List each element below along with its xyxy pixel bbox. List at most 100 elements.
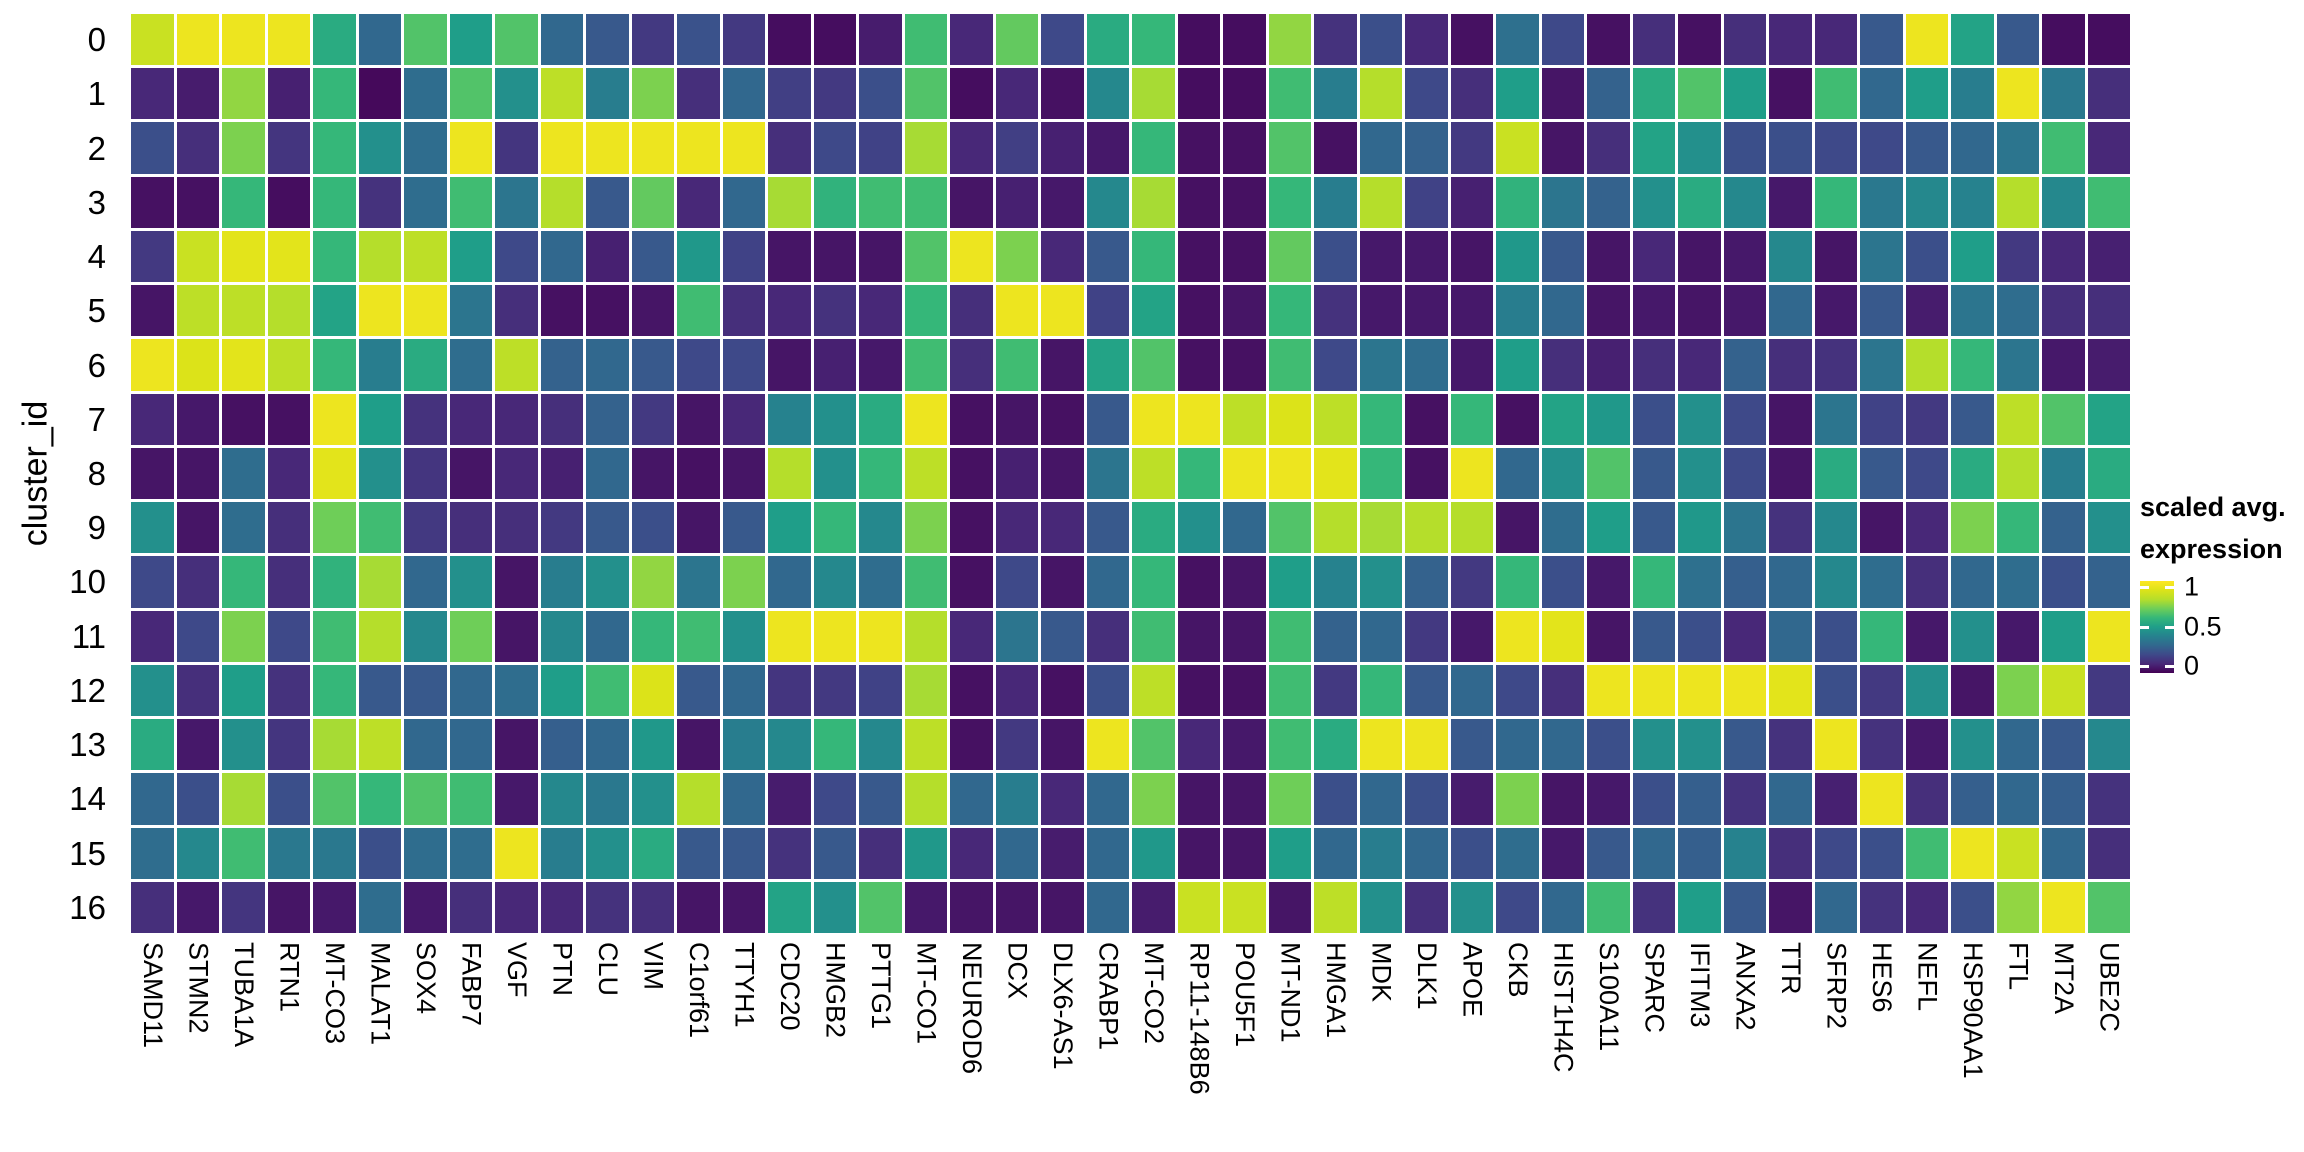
heatmap-cell <box>1086 502 1129 554</box>
heatmap-cell <box>1723 230 1766 283</box>
x-tick-label-wrap: DLK1 <box>1405 942 1448 1142</box>
x-tick-label-wrap: CDC20 <box>768 942 811 1142</box>
heatmap-cell <box>995 339 1038 391</box>
heatmap-cell <box>1814 68 1857 120</box>
heatmap-cell <box>358 773 401 825</box>
heatmap-cell <box>1814 14 1857 66</box>
heatmap-cell <box>1860 230 1903 283</box>
heatmap-cell <box>1086 556 1129 608</box>
heatmap-cell <box>495 773 538 825</box>
heatmap-cell <box>1905 393 1948 445</box>
heatmap-cell <box>1996 339 2039 391</box>
heatmap-cell <box>1314 122 1357 174</box>
x-tick-label: DLK1 <box>1412 942 1443 1010</box>
heatmap-cell <box>1905 230 1948 283</box>
heatmap-cell <box>995 556 1038 608</box>
heatmap-cell <box>267 773 310 825</box>
heatmap-cell <box>495 556 538 608</box>
x-tick-label: VIM <box>638 942 669 991</box>
heatmap-cell <box>1723 447 1766 500</box>
heatmap-cell <box>813 14 856 66</box>
heatmap-cell <box>904 881 947 933</box>
heatmap-cell <box>1496 556 1539 608</box>
heatmap-cell <box>1587 719 1630 771</box>
x-tick-label-wrap: NEUROD6 <box>950 942 993 1142</box>
heatmap-cell <box>859 881 902 933</box>
heatmap-cell <box>1268 664 1311 717</box>
heatmap-cell <box>1678 447 1721 500</box>
heatmap-cell <box>995 827 1038 879</box>
heatmap-cell <box>358 393 401 445</box>
heatmap-cell <box>950 122 993 174</box>
heatmap-cell <box>131 664 174 717</box>
x-tick-label: S100A11 <box>1594 942 1625 1052</box>
heatmap-cell <box>859 664 902 717</box>
heatmap-cell <box>131 610 174 662</box>
heatmap-cell <box>677 664 720 717</box>
heatmap-cell <box>313 68 356 120</box>
heatmap-cell <box>1132 610 1175 662</box>
heatmap-cell <box>1405 773 1448 825</box>
heatmap-cell <box>1132 339 1175 391</box>
heatmap-cell <box>1405 122 1448 174</box>
heatmap-cell <box>1905 881 1948 933</box>
heatmap-cell <box>449 393 492 445</box>
heatmap-cell <box>404 881 447 933</box>
heatmap-cell <box>722 176 765 228</box>
heatmap-grid <box>131 14 2130 933</box>
heatmap-cell <box>1951 447 1994 500</box>
heatmap-cell <box>131 230 174 283</box>
heatmap-cell <box>1769 393 1812 445</box>
heatmap-cell <box>1587 339 1630 391</box>
heatmap-cell <box>1541 827 1584 879</box>
heatmap-cell <box>2042 176 2085 228</box>
heatmap-cell <box>631 230 674 283</box>
x-tick-label-wrap: CRABP1 <box>1087 942 1130 1142</box>
heatmap-cell <box>1177 68 1220 120</box>
x-tick-label: TTR <box>1776 942 1807 995</box>
x-tick-label: HIST1H4C <box>1548 942 1579 1073</box>
heatmap-cell <box>358 719 401 771</box>
heatmap-cell <box>631 68 674 120</box>
x-tick-label: HES6 <box>1867 942 1898 1013</box>
heatmap-cell <box>631 773 674 825</box>
heatmap-cell <box>267 14 310 66</box>
heatmap-cell <box>813 881 856 933</box>
heatmap-cell <box>995 502 1038 554</box>
heatmap-cell <box>1496 14 1539 66</box>
heatmap-cell <box>495 664 538 717</box>
heatmap-cell <box>1359 719 1402 771</box>
heatmap-cell <box>1223 68 1266 120</box>
heatmap-cell <box>176 719 219 771</box>
heatmap-cell <box>222 68 265 120</box>
heatmap-cell <box>1405 502 1448 554</box>
heatmap-cell <box>1723 502 1766 554</box>
heatmap-cell <box>2042 773 2085 825</box>
heatmap-cell <box>540 773 583 825</box>
heatmap-cell <box>677 122 720 174</box>
heatmap-cell <box>2042 68 2085 120</box>
heatmap-cell <box>677 719 720 771</box>
heatmap-cell <box>1405 610 1448 662</box>
x-tick-label-wrap: PTTG1 <box>859 942 902 1142</box>
heatmap-cell <box>2087 447 2130 500</box>
x-tick-label-wrap: CLU <box>586 942 629 1142</box>
heatmap-cell <box>1268 556 1311 608</box>
heatmap-cell <box>176 14 219 66</box>
heatmap-cell <box>1405 230 1448 283</box>
heatmap-cell <box>1177 176 1220 228</box>
y-tick-label: 1 <box>87 75 106 113</box>
x-tick-label-wrap: STMN2 <box>177 942 220 1142</box>
heatmap-cell <box>2042 719 2085 771</box>
x-tick-label-wrap: FABP7 <box>450 942 493 1142</box>
heatmap-cell <box>1314 773 1357 825</box>
heatmap-cell <box>313 664 356 717</box>
heatmap-cell <box>358 122 401 174</box>
x-tick-label-wrap: RTN1 <box>268 942 311 1142</box>
heatmap-cell <box>1086 827 1129 879</box>
heatmap-cell <box>904 502 947 554</box>
heatmap-cell <box>313 230 356 283</box>
heatmap-cell <box>1723 285 1766 337</box>
heatmap-cell <box>1405 339 1448 391</box>
